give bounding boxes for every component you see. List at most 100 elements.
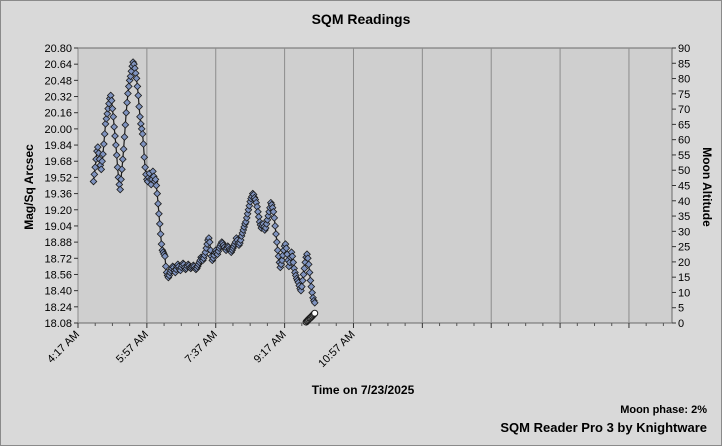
y-tick-label: 19.52 xyxy=(44,172,72,184)
y2-axis-title: Moon Altitude xyxy=(700,147,714,227)
data-point-diamond xyxy=(120,133,129,141)
y-tick-label: 18.08 xyxy=(44,318,72,330)
y-tick-label: 20.32 xyxy=(44,92,72,104)
data-point-diamond xyxy=(304,260,313,269)
data-point-diamond xyxy=(117,175,125,184)
y2-tick-label: 60 xyxy=(678,135,690,147)
data-point-diamond xyxy=(91,163,100,172)
data-point-diamond xyxy=(124,89,132,98)
data-point-diamond xyxy=(112,141,120,149)
x-axis-title: Time on 7/23/2025 xyxy=(312,383,415,397)
data-point-diamond xyxy=(108,104,117,113)
data-point-diamond xyxy=(264,211,273,220)
moon-altitude-point xyxy=(311,309,319,317)
data-point-diamond xyxy=(155,209,163,218)
data-point-diamond xyxy=(262,220,271,228)
data-point-diamond xyxy=(153,189,162,198)
data-point-diamond xyxy=(99,150,107,159)
data-point-diamond xyxy=(305,268,314,277)
y2-tick-label: 50 xyxy=(678,165,690,177)
data-point-diamond xyxy=(110,122,119,131)
data-point-diamond xyxy=(134,91,143,100)
x-tick-label: 10:57 AM xyxy=(316,329,357,370)
data-point-diamond xyxy=(300,264,309,273)
data-point-diamond xyxy=(116,185,125,194)
y-tick-label: 18.88 xyxy=(44,237,72,249)
y-tick-label: 19.20 xyxy=(44,205,72,217)
y2-tick-label: 75 xyxy=(678,89,690,101)
y2-tick-label: 70 xyxy=(678,104,690,116)
y-axis-title: Mag/Sq Arcsec xyxy=(22,144,36,230)
app-credit-label: SQM Reader Pro 3 by Knightware xyxy=(500,420,707,435)
data-point-diamond xyxy=(121,120,130,129)
y-axis-right-ticks: 0 5 10 15 20 25 30 35 40 45 50 55 60 65 70 75 80 85 90 xyxy=(672,43,690,330)
data-point-diamond xyxy=(90,170,99,179)
data-point-diamond xyxy=(154,199,162,208)
y2-tick-label: 65 xyxy=(678,119,690,131)
y2-tick-label: 45 xyxy=(678,181,690,193)
data-point-diamond xyxy=(118,155,127,164)
data-point-diamond xyxy=(100,130,109,138)
x-tick-label: 9:17 AM xyxy=(252,329,289,366)
data-point-diamond xyxy=(102,114,111,123)
data-point-diamond xyxy=(139,140,148,148)
data-point-diamond xyxy=(111,132,119,140)
x-axis-ticks: 4:17 AM 5:57 AM 7:37 AM 9:17 AM 10:57 AM xyxy=(45,323,664,370)
y-tick-label: 18.56 xyxy=(44,269,72,281)
data-point-diamond xyxy=(138,130,147,138)
data-point-diamond xyxy=(297,286,305,295)
y2-tick-label: 40 xyxy=(678,196,690,208)
y2-tick-label: 80 xyxy=(678,74,690,86)
data-point-diamond xyxy=(278,256,286,265)
data-point-diamond xyxy=(123,98,131,107)
y2-tick-label: 90 xyxy=(678,43,690,55)
data-point-diamond xyxy=(298,276,307,285)
data-point-diamond xyxy=(132,74,141,83)
data-point-diamond xyxy=(126,72,135,81)
y-tick-label: 18.24 xyxy=(44,302,72,314)
data-point-diamond xyxy=(101,119,110,128)
y-axis-left-ticks: 18.08 18.24 18.40 18.56 18.72 18.88 19.04 19.20… xyxy=(44,43,78,330)
data-point-diamond xyxy=(141,163,150,172)
y-tick-label: 20.64 xyxy=(44,59,72,71)
data-point-diamond xyxy=(152,181,161,190)
data-point-diamond xyxy=(118,165,126,174)
data-point-diamond xyxy=(263,216,272,224)
moon-phase-label: Moon phase: 2% xyxy=(620,404,707,416)
y-tick-label: 20.80 xyxy=(44,43,72,55)
data-point-diamond xyxy=(310,298,319,307)
data-point-diamond xyxy=(155,220,164,228)
data-point-diamond xyxy=(136,112,144,121)
chart-title: SQM Readings xyxy=(312,11,411,27)
data-point-diamond xyxy=(135,102,143,111)
data-point-diamond xyxy=(270,213,279,222)
data-series xyxy=(89,58,319,326)
y2-tick-label: 30 xyxy=(678,226,690,238)
data-point-diamond xyxy=(133,82,142,91)
data-point-diamond xyxy=(98,157,106,166)
data-point-diamond xyxy=(124,82,133,91)
data-point-diamond xyxy=(272,230,280,238)
y-tick-label: 18.40 xyxy=(44,286,72,298)
y2-tick-label: 35 xyxy=(678,211,690,223)
y-tick-label: 19.36 xyxy=(44,189,72,201)
y2-tick-label: 5 xyxy=(678,303,684,315)
y2-tick-label: 10 xyxy=(678,287,690,299)
x-tick-label: 5:57 AM xyxy=(114,329,151,366)
y-tick-label: 20.48 xyxy=(44,75,72,87)
data-point-diamond xyxy=(299,270,308,279)
data-point-diamond xyxy=(109,112,118,121)
data-point-diamond xyxy=(99,140,108,148)
data-point-diamond xyxy=(271,222,280,230)
y2-tick-label: 15 xyxy=(678,272,690,284)
grid-lines xyxy=(77,48,630,323)
y-tick-label: 19.04 xyxy=(44,221,72,233)
y2-tick-label: 85 xyxy=(678,58,690,70)
data-point-diamond xyxy=(89,177,98,186)
data-point-diamond xyxy=(103,109,112,118)
data-point-diamond xyxy=(261,224,270,232)
data-point-diamond xyxy=(122,108,131,117)
data-point-diamond xyxy=(205,238,214,246)
data-point-diamond xyxy=(113,163,122,172)
